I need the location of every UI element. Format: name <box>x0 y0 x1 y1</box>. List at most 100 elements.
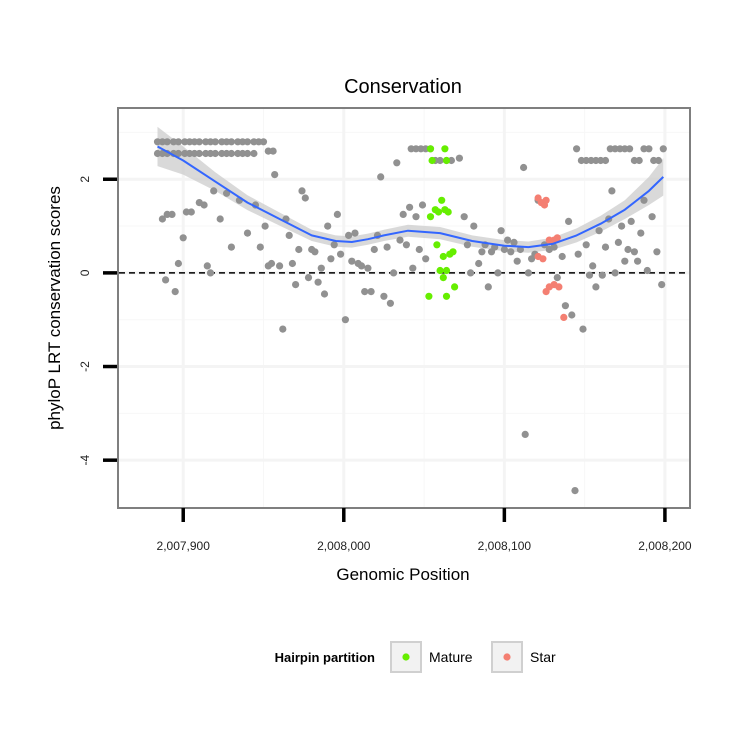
data-point <box>621 257 629 265</box>
data-point <box>330 241 338 249</box>
data-point <box>524 269 533 277</box>
data-point <box>455 154 463 162</box>
data-point <box>292 281 300 289</box>
data-point <box>520 163 528 172</box>
data-point <box>174 149 182 158</box>
data-point <box>627 217 635 225</box>
data-point <box>624 245 632 254</box>
data-point <box>383 243 391 251</box>
data-point <box>243 229 252 237</box>
data-point <box>396 236 404 244</box>
data-point <box>626 145 634 153</box>
data-point <box>227 149 235 158</box>
data-point <box>618 222 626 230</box>
plot-panel-border <box>117 107 691 509</box>
data-point <box>614 238 623 246</box>
data-point <box>158 215 166 223</box>
data-point <box>393 159 401 167</box>
data-point <box>162 276 170 284</box>
data-point <box>585 271 594 279</box>
data-point <box>637 229 645 237</box>
data-point <box>475 259 483 268</box>
data-point <box>463 241 471 249</box>
data-point <box>243 138 252 146</box>
data-point <box>227 138 235 146</box>
data-point <box>510 238 518 246</box>
data-point <box>513 257 521 265</box>
data-point-mature <box>444 208 452 216</box>
data-point <box>412 213 420 221</box>
legend-marker-mature <box>402 653 410 661</box>
legend-marker-star <box>503 653 511 661</box>
data-point-mature <box>442 292 451 300</box>
data-point <box>592 283 600 291</box>
data-point-mature <box>439 252 447 261</box>
legend-label-star: Star <box>530 649 556 665</box>
data-point <box>324 222 332 230</box>
data-point-mature <box>425 292 433 300</box>
data-point <box>658 281 666 289</box>
data-point-mature <box>442 266 451 275</box>
data-point <box>271 171 279 179</box>
x-tick-label: 2,008,200 <box>638 539 692 553</box>
data-point <box>635 156 643 165</box>
data-point <box>341 316 349 324</box>
data-point <box>630 248 639 256</box>
data-point <box>370 245 378 254</box>
data-point <box>608 187 616 195</box>
data-point-mature <box>433 241 441 249</box>
chart-title: Conservation <box>344 76 462 98</box>
data-point <box>611 269 619 277</box>
data-point <box>210 187 218 195</box>
data-point <box>174 259 182 268</box>
data-point-mature <box>438 196 446 204</box>
data-point <box>497 227 505 235</box>
data-point <box>337 250 345 258</box>
data-point <box>648 213 656 221</box>
data-point <box>364 264 372 272</box>
data-point <box>521 430 529 438</box>
smooth-line <box>157 145 664 249</box>
data-point <box>348 257 356 265</box>
data-point <box>200 201 208 209</box>
data-point <box>314 278 322 286</box>
data-point <box>298 187 306 195</box>
data-point <box>507 248 515 256</box>
data-point <box>333 210 341 218</box>
data-point <box>279 325 287 333</box>
data-point <box>406 203 414 211</box>
data-point-mature <box>426 213 435 221</box>
data-point <box>345 231 353 239</box>
data-point <box>351 229 359 237</box>
data-point <box>399 210 407 218</box>
data-point-mature <box>436 266 444 275</box>
data-point <box>390 269 398 277</box>
data-point <box>653 248 661 256</box>
data-point-star <box>542 196 550 204</box>
data-point <box>304 274 313 282</box>
data-point <box>409 264 417 272</box>
data-point <box>494 269 502 277</box>
data-point <box>478 248 486 256</box>
data-point <box>568 311 576 319</box>
legend-label-mature: Mature <box>429 649 473 665</box>
data-point-star <box>553 234 561 242</box>
data-point <box>582 241 590 249</box>
data-point <box>436 156 444 165</box>
data-point <box>380 292 388 300</box>
data-point <box>573 145 581 153</box>
y-tick-label: 0 <box>78 269 92 276</box>
data-point <box>256 243 264 251</box>
data-point-mature <box>428 156 436 165</box>
data-point <box>571 487 579 495</box>
data-point <box>288 259 296 268</box>
data-point <box>357 262 366 270</box>
data-point <box>195 138 203 146</box>
data-point <box>460 213 468 221</box>
data-point <box>418 201 427 209</box>
data-point <box>377 173 385 181</box>
data-point <box>470 222 478 230</box>
data-point <box>367 288 375 296</box>
data-point <box>659 145 667 153</box>
